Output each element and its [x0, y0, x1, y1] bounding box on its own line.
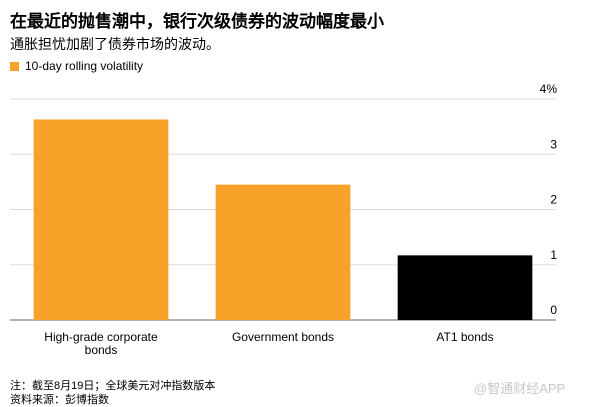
- chart-title: 在最近的抛售潮中，银行次级债券的波动幅度最小: [10, 12, 384, 31]
- bar: [33, 119, 169, 320]
- y-tick-label: 0: [550, 303, 557, 317]
- y-tick-label: 1: [550, 248, 557, 262]
- watermark: @智通财经APP: [474, 381, 566, 396]
- y-tick-label: 3: [550, 137, 557, 151]
- source: 资料来源：彭博指数: [10, 394, 109, 406]
- chart-subtitle: 通胀担忧加剧了债券市场的波动。: [10, 36, 220, 52]
- y-tick-label: 2: [550, 193, 557, 207]
- x-tick-label: High-grade corporate bonds: [44, 330, 158, 357]
- bar: [215, 184, 351, 320]
- legend-label: 10-day rolling volatility: [25, 59, 144, 73]
- x-tick-label: AT1 bonds: [436, 330, 494, 344]
- footnote: 注：截至8月19日；全球美元对冲指数版本: [10, 380, 216, 392]
- legend: 10-day rolling volatility: [10, 59, 143, 73]
- legend-swatch: [10, 62, 19, 71]
- bar: [397, 255, 533, 320]
- y-tick-label: 4%: [540, 82, 558, 96]
- x-tick-label: Government bonds: [231, 330, 335, 344]
